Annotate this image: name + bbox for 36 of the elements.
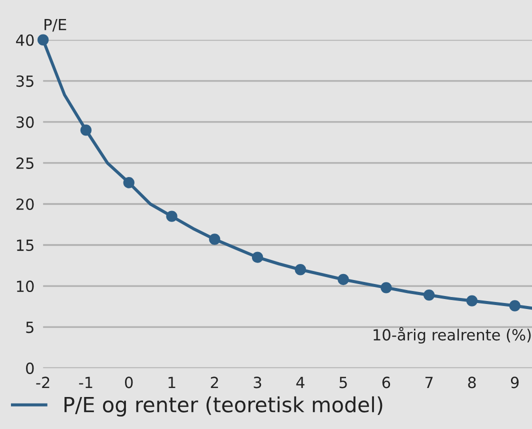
point <box>509 300 520 312</box>
y-tick-label: 0 <box>26 362 34 374</box>
point <box>80 124 92 136</box>
y-tick-label: 25 <box>16 157 34 169</box>
legend-label: P/E og renter (teoretisk model) <box>64 396 382 416</box>
x-tick-label: 0 <box>125 376 133 388</box>
y-tick-label: 10 <box>16 280 34 292</box>
y-tick-label: 20 <box>16 198 34 210</box>
x-tick-label: 3 <box>254 376 262 388</box>
point <box>123 177 134 188</box>
y-axis-title: P/E <box>44 19 66 32</box>
x-tick-label: -2 <box>36 376 50 388</box>
y-tick-label: 5 <box>26 322 34 334</box>
point <box>209 234 220 245</box>
y-tick-label: 15 <box>16 240 34 252</box>
point <box>466 295 478 306</box>
x-tick-label: 6 <box>382 376 390 388</box>
point <box>252 252 264 263</box>
x-tick-label: 2 <box>210 376 218 388</box>
y-tick-label: 40 <box>16 34 34 46</box>
point <box>423 289 435 301</box>
y-tick-label: 35 <box>16 75 34 87</box>
x-tick-label: 4 <box>296 376 304 388</box>
x-tick-label: 1 <box>168 376 176 388</box>
point <box>380 282 392 294</box>
x-tick-label: 5 <box>340 376 347 388</box>
x-axis-title: 10-årig realrente (%) <box>374 326 531 344</box>
point <box>37 34 49 46</box>
x-tick-label: -1 <box>79 376 92 388</box>
point <box>294 264 306 276</box>
x-tick-label: 9 <box>510 376 519 388</box>
x-tick-label: 7 <box>425 376 433 388</box>
point <box>338 274 349 286</box>
y-tick-label: 30 <box>16 116 34 128</box>
x-tick-label: 8 <box>468 376 476 388</box>
point <box>166 210 178 222</box>
